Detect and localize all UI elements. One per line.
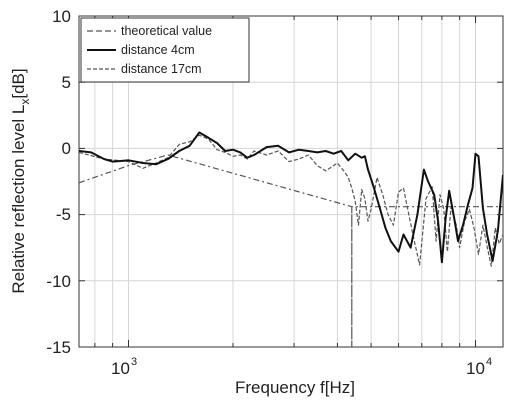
series-line-theoretical-value [79,154,503,347]
y-axis-title-unit: [dB] [9,68,28,98]
x-tick-label-exponent: 3 [131,356,137,368]
y-tick-label: -10 [46,272,71,291]
y-tick-label: -5 [56,205,71,224]
y-tick-label: 0 [62,139,71,158]
x-tick-label-exponent: 4 [486,356,492,368]
y-tick-label: 10 [52,7,71,26]
legend-label: distance 4cm [121,43,195,57]
y-tick-labels: 10 5 0 -5 -10 -15 [46,7,71,357]
series-lines [79,131,503,347]
legend: theoretical value distance 4cm distance … [80,17,250,83]
y-tick-label: -15 [46,338,71,357]
x-axis-title: Frequency f[Hz] [235,378,355,397]
legend-label: theoretical value [121,24,212,38]
y-axis-title: Relative reflection level Lx[dB] [9,68,32,293]
y-axis-title-main: Relative reflection level L [9,105,28,294]
series-line-distance-17cm [79,134,503,267]
series-line-distance-4cm [79,131,503,264]
x-tick-labels: 10 3 10 4 [111,356,492,378]
legend-label: distance 17cm [121,62,202,76]
y-tick-label: 5 [62,73,71,92]
y-axis-title-subscript: x [18,99,32,105]
x-tick-label-base: 10 [111,359,130,378]
x-tick-label-base: 10 [466,359,485,378]
